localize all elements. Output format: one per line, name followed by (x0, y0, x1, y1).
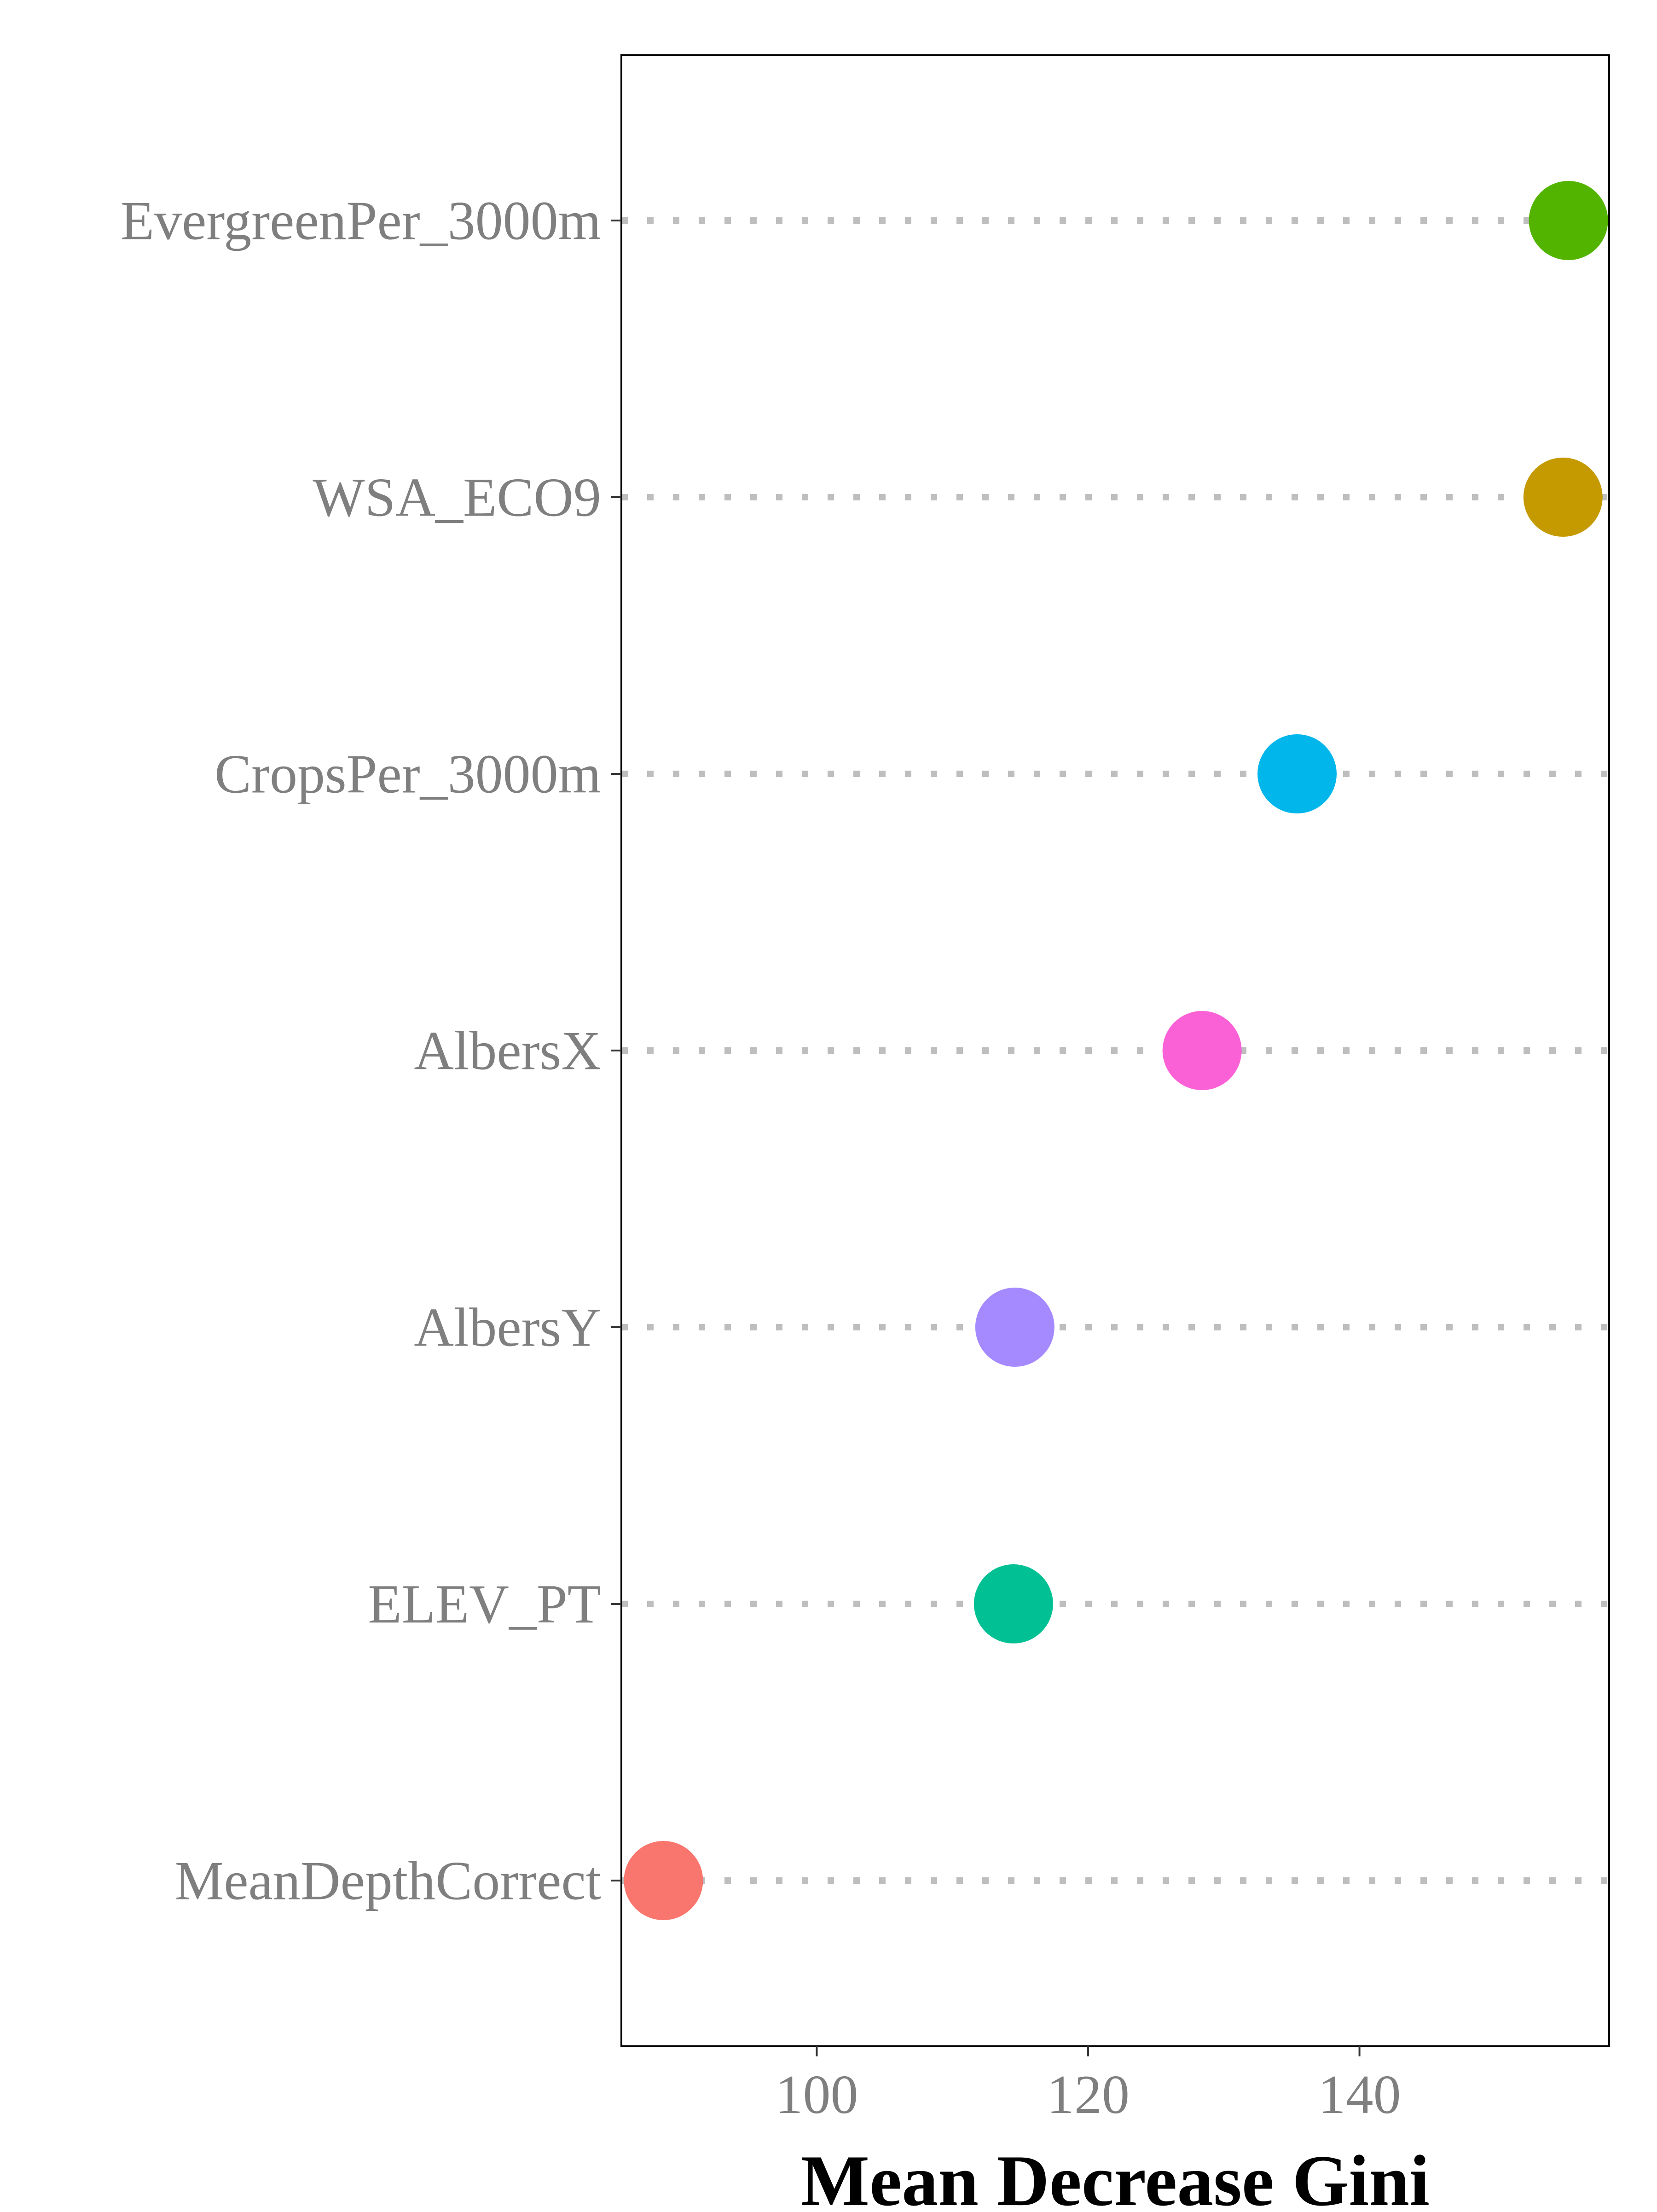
y-tick-label: EvergreenPer_3000m (121, 190, 601, 251)
x-tick-label: 140 (1318, 2064, 1401, 2125)
data-points (624, 181, 1608, 1920)
y-tick-label: AlbersY (414, 1297, 601, 1358)
data-point (975, 1288, 1054, 1367)
leader-lines (621, 217, 1609, 1884)
data-point (1162, 1011, 1242, 1090)
x-tick-label: 120 (1047, 2064, 1130, 2125)
y-axis-labels: MeanDepthCorrect ELEV_PT AlbersY AlbersX Cro… (121, 190, 601, 1911)
axis-ticks (611, 220, 1361, 2056)
data-point (1257, 734, 1337, 813)
data-point (624, 1841, 703, 1920)
y-tick-label: ELEV_PT (368, 1573, 601, 1635)
y-tick-label: WSA_ECO9 (313, 467, 601, 528)
y-tick-label: CropsPer_3000m (214, 743, 601, 805)
y-tick-label: AlbersX (414, 1020, 601, 1081)
x-tick-label: 100 (775, 2064, 858, 2125)
x-axis-title: Mean Decrease Gini (801, 2141, 1430, 2210)
y-tick-label: MeanDepthCorrect (175, 1850, 601, 1911)
data-point (1529, 181, 1608, 260)
data-point (1523, 458, 1603, 537)
data-point (973, 1564, 1053, 1643)
x-axis-labels: 100 120 140 (775, 2064, 1401, 2125)
